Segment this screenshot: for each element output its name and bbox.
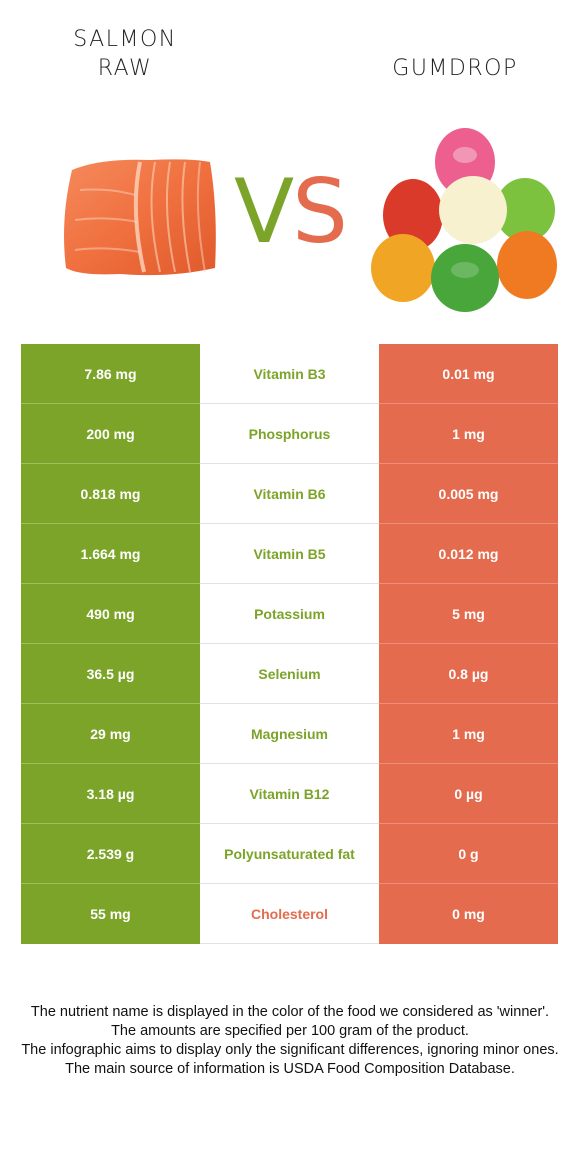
right-value-cell: 0.01 mg <box>379 344 558 404</box>
table-row: 490 mg Potassium 5 mg <box>21 584 558 644</box>
right-value-cell: 0 mg <box>379 884 558 944</box>
right-value-cell: 1 mg <box>379 704 558 764</box>
table-row: 1.664 mg Vitamin B5 0.012 mg <box>21 524 558 584</box>
footer-notes: The nutrient name is displayed in the co… <box>20 1003 560 1079</box>
right-value-cell: 1 mg <box>379 404 558 464</box>
footer-line-1: The nutrient name is displayed in the co… <box>30 1004 550 1020</box>
left-food-title: SALMON RAW <box>40 25 210 83</box>
table-row: 0.818 mg Vitamin B6 0.005 mg <box>21 464 558 524</box>
left-value-cell: 490 mg <box>21 584 200 644</box>
right-value-cell: 0 µg <box>379 764 558 824</box>
right-food-title-line1: GUMDROP <box>392 56 518 81</box>
table-row: 200 mg Phosphorus 1 mg <box>21 404 558 464</box>
footer-line-2: The amounts are specified per 100 gram o… <box>111 1023 469 1039</box>
left-value-cell: 36.5 µg <box>21 644 200 704</box>
left-value-cell: 200 mg <box>21 404 200 464</box>
gumdrop-image <box>365 120 565 320</box>
table-row: 3.18 µg Vitamin B12 0 µg <box>21 764 558 824</box>
table-row: 2.539 g Polyunsaturated fat 0 g <box>21 824 558 884</box>
nutrient-name-cell: Vitamin B5 <box>200 524 379 584</box>
left-value-cell: 7.86 mg <box>21 344 200 404</box>
right-food-title: GUMDROP <box>370 54 540 83</box>
table-row: 29 mg Magnesium 1 mg <box>21 704 558 764</box>
left-value-cell: 29 mg <box>21 704 200 764</box>
nutrient-name-cell: Magnesium <box>200 704 379 764</box>
right-value-cell: 0 g <box>379 824 558 884</box>
footer-line-4: The main source of information is USDA F… <box>65 1061 515 1077</box>
table-row: 7.86 mg Vitamin B3 0.01 mg <box>21 344 558 404</box>
left-food-title-line2: RAW <box>97 56 153 81</box>
right-value-cell: 5 mg <box>379 584 558 644</box>
left-value-cell: 55 mg <box>21 884 200 944</box>
right-value-cell: 0.8 µg <box>379 644 558 704</box>
nutrient-name-cell: Potassium <box>200 584 379 644</box>
nutrient-name-cell: Cholesterol <box>200 884 379 944</box>
nutrient-name-cell: Vitamin B6 <box>200 464 379 524</box>
left-value-cell: 2.539 g <box>21 824 200 884</box>
nutrient-name-cell: Phosphorus <box>200 404 379 464</box>
footer-line-3: The infographic aims to display only the… <box>21 1042 559 1058</box>
right-value-cell: 0.012 mg <box>379 524 558 584</box>
nutrient-name-cell: Polyunsaturated fat <box>200 824 379 884</box>
left-food-title-line1: SALMON <box>73 27 177 52</box>
vs-s-letter: S <box>292 160 348 263</box>
salmon-image <box>60 150 225 280</box>
right-value-cell: 0.005 mg <box>379 464 558 524</box>
vs-v-letter: V <box>233 160 294 263</box>
nutrient-name-cell: Vitamin B12 <box>200 764 379 824</box>
left-value-cell: 3.18 µg <box>21 764 200 824</box>
table-row: 36.5 µg Selenium 0.8 µg <box>21 644 558 704</box>
comparison-table: 7.86 mg Vitamin B3 0.01 mg 200 mg Phosphorus… <box>21 344 558 944</box>
left-value-cell: 1.664 mg <box>21 524 200 584</box>
nutrient-name-cell: Selenium <box>200 644 379 704</box>
table-row: 55 mg Cholesterol 0 mg <box>21 884 558 944</box>
nutrient-name-cell: Vitamin B3 <box>200 344 379 404</box>
left-value-cell: 0.818 mg <box>21 464 200 524</box>
